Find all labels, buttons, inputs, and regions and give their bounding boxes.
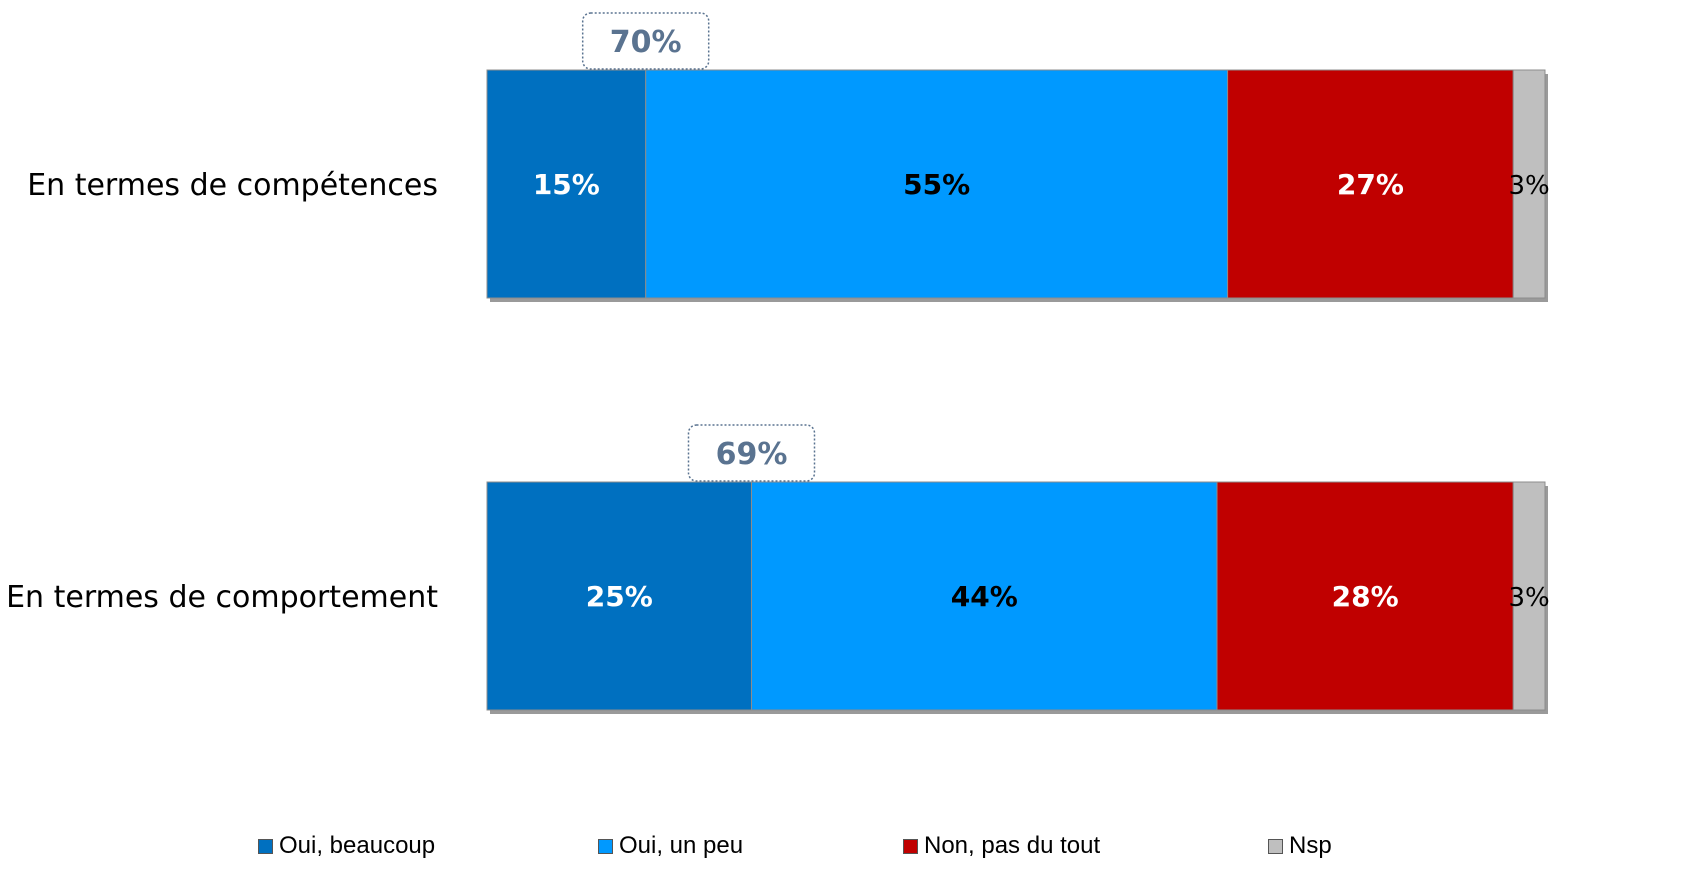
bar-oui-beaucoup-en-termes-de-competences xyxy=(486,69,647,299)
data-label-oui-un-peu-en-termes-de-comportement: 44% xyxy=(951,580,1018,613)
data-label-nsp-en-termes-de-comportement: 3% xyxy=(1509,583,1550,613)
bar-oui-un-peu-en-termes-de-comportement xyxy=(751,481,1218,711)
legend-label-non-pas-du-tout: Non, pas du tout xyxy=(924,832,1101,859)
legend-item-oui-beaucoup: Oui, beaucoup xyxy=(258,826,435,866)
legend-swatch-nsp xyxy=(1268,838,1283,854)
legend-label-nsp: Nsp xyxy=(1289,832,1332,859)
total-label-en-termes-de-comportement: 69% xyxy=(716,437,788,472)
legend-label-oui-un-peu: Oui, un peu xyxy=(619,832,744,859)
bar-oui-un-peu-en-termes-de-competences xyxy=(645,69,1229,299)
legend-label-oui-beaucoup: Oui, beaucoup xyxy=(279,832,436,859)
data-label-oui-un-peu-en-termes-de-competences: 55% xyxy=(903,168,970,201)
bar-nsp-en-termes-de-competences xyxy=(1512,69,1546,299)
bar-oui-beaucoup-en-termes-de-comportement xyxy=(486,481,752,711)
data-label-non-pas-du-tout-en-termes-de-comportement: 28% xyxy=(1332,580,1399,613)
legend-item-non-pas-du-tout: Non, pas du tout xyxy=(903,826,1100,866)
legend-item-nsp: Nsp xyxy=(1268,826,1332,866)
total-label-en-termes-de-competences: 70% xyxy=(610,25,682,60)
legend-item-oui-un-peu: Oui, un peu xyxy=(598,826,743,866)
category-label-en-termes-de-comportement: En termes de comportement xyxy=(6,580,438,615)
legend-swatch-non-pas-du-tout xyxy=(903,838,918,854)
data-label-nsp-en-termes-de-competences: 3% xyxy=(1509,171,1550,201)
total-callout-en-termes-de-competences xyxy=(581,12,710,70)
data-label-non-pas-du-tout-en-termes-de-competences: 27% xyxy=(1337,168,1404,201)
bar-nsp-en-termes-de-comportement xyxy=(1512,481,1546,711)
legend-swatch-oui-beaucoup xyxy=(258,838,273,854)
legend: Oui, beaucoup Oui, un peu Non, pas du to… xyxy=(0,826,1685,866)
category-label-en-termes-de-competences: En termes de compétences xyxy=(27,168,438,203)
data-label-oui-beaucoup-en-termes-de-comportement: 25% xyxy=(586,580,653,613)
bar-non-pas-du-tout-en-termes-de-competences xyxy=(1227,69,1514,299)
total-callout-en-termes-de-comportement xyxy=(687,424,816,482)
legend-swatch-oui-un-peu xyxy=(598,838,613,854)
data-label-oui-beaucoup-en-termes-de-competences: 15% xyxy=(533,168,600,201)
